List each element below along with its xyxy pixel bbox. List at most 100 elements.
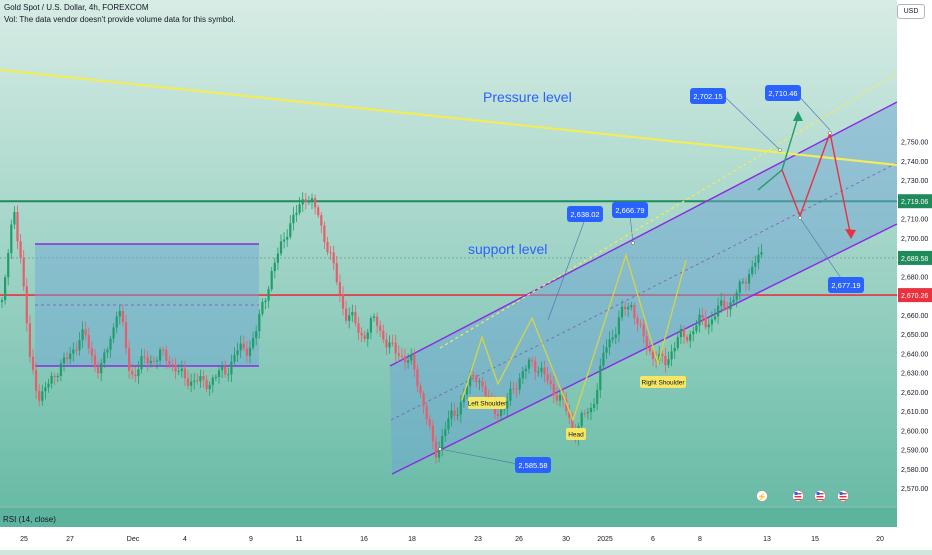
candle-body: [267, 289, 270, 301]
price-callout-text: 2,638.02: [570, 210, 599, 219]
candle-body: [196, 380, 199, 382]
candle-body: [686, 336, 689, 341]
pattern-label: Right Shoulder: [640, 376, 686, 388]
candle-body: [521, 371, 524, 379]
flag-stripe: [816, 499, 824, 501]
candle-body: [90, 348, 93, 356]
flag-canton: [839, 492, 843, 495]
candle-body: [69, 353, 72, 360]
y-tick-label: 2,650.00: [901, 332, 928, 339]
price-axis-tag-box: [898, 194, 932, 209]
candle-body: [332, 252, 335, 264]
candle-body: [193, 380, 196, 382]
callout-leader: [439, 448, 529, 467]
candle-body: [450, 410, 453, 419]
price-callout-box: [690, 88, 726, 104]
candle-body: [162, 349, 165, 351]
candle-body: [131, 370, 134, 375]
descending-trendline: [0, 68, 898, 167]
rising-channel: [390, 102, 897, 474]
candle-body: [44, 387, 47, 392]
pattern-label-text: Left Shoulder: [468, 401, 508, 408]
candle-body: [472, 374, 475, 377]
candle-body: [121, 310, 124, 323]
candle-body: [444, 429, 447, 436]
candle-body: [614, 334, 617, 338]
bullish-arrow-head: [793, 111, 803, 121]
candle-body: [329, 252, 332, 254]
price-callout-text: 2,677.19: [831, 281, 860, 290]
candle-body: [338, 282, 341, 295]
bearish-arrow-head: [845, 229, 856, 239]
candle-body: [310, 198, 314, 202]
x-tick-label: 16: [360, 536, 368, 543]
candle-body: [648, 347, 651, 352]
candle-body: [620, 306, 624, 318]
price-axis-tag-box: [898, 288, 932, 303]
price-callout-box: [828, 277, 864, 293]
x-tick-label: 25: [20, 536, 28, 543]
candle-body: [605, 347, 608, 353]
currency-button[interactable]: USD: [897, 4, 925, 19]
y-tick-label: 2,580.00: [901, 467, 928, 474]
y-tick-label: 2,620.00: [901, 390, 928, 397]
y-tick-label: 2,700.00: [901, 236, 928, 243]
y-tick-label: 2,740.00: [901, 159, 928, 166]
candle-body: [103, 352, 106, 364]
candle-body: [453, 410, 456, 416]
chart-title: Gold Spot / U.S. Dollar, 4h, FOREXCOM: [4, 3, 149, 12]
candle-body: [245, 348, 248, 356]
candle-body: [183, 368, 186, 379]
candle-body: [25, 286, 28, 324]
bearish-path: [781, 130, 851, 233]
rsi-indicator-label[interactable]: RSI (14, close): [3, 515, 56, 524]
flag-stripe: [794, 496, 802, 498]
candle-body: [279, 241, 283, 254]
candle-body: [707, 324, 710, 328]
candle-body: [599, 365, 602, 391]
callout-leader: [799, 217, 846, 285]
y-tick-label: 2,730.00: [901, 178, 928, 185]
candle-body: [407, 360, 410, 363]
candle-body: [283, 239, 286, 242]
candle-body: [388, 342, 391, 348]
candle-body: [165, 349, 168, 361]
candle-body: [87, 335, 90, 349]
candle-body: [661, 354, 664, 356]
candle-body: [59, 363, 62, 376]
price-axis-tag-box: [898, 250, 932, 265]
candle-body: [531, 359, 534, 361]
candle-body: [72, 349, 75, 354]
candle-body: [422, 393, 425, 406]
price-callout-box: [612, 202, 648, 218]
candle-body: [552, 383, 555, 396]
lightning-glyph: ⚡: [758, 492, 767, 501]
candle-body: [357, 323, 360, 333]
candle-body: [441, 435, 444, 449]
candle-body: [174, 364, 177, 372]
candle-body: [16, 211, 19, 242]
candle-body: [47, 383, 50, 388]
candle-body: [155, 360, 159, 362]
candle-body: [540, 367, 543, 372]
price-callout: 2,638.02: [567, 206, 603, 222]
candle-body: [146, 357, 149, 364]
candle-body: [515, 388, 518, 390]
candle-body: [741, 281, 744, 283]
candle-body: [500, 409, 503, 417]
y-tick-label: 2,680.00: [901, 274, 928, 281]
candle-body: [676, 337, 679, 348]
candle-body: [586, 412, 589, 414]
flag-stripe: [794, 499, 802, 501]
x-tick-label: 23: [474, 536, 482, 543]
candle-body: [400, 355, 403, 357]
candle-body: [298, 204, 301, 213]
candle-body: [152, 360, 155, 362]
anchor-point: [631, 241, 635, 245]
channel-lower-line: [391, 223, 898, 475]
candle-body: [434, 441, 438, 458]
y-tick-label: 2,750.00: [901, 140, 928, 147]
candle-body: [751, 266, 754, 275]
